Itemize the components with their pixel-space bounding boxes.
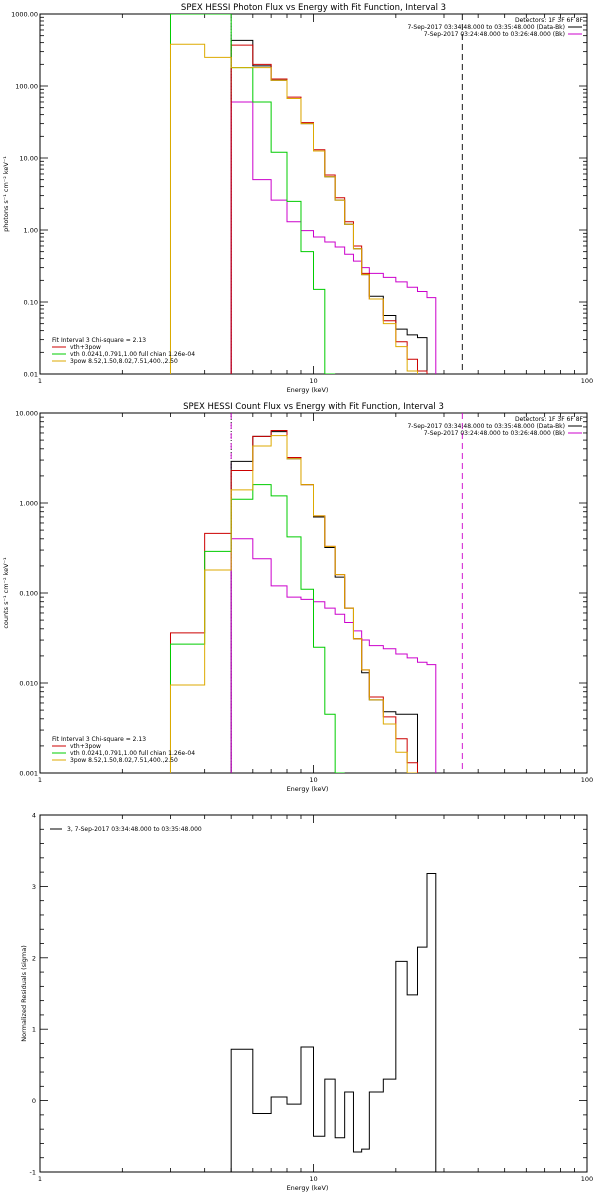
- legend-entry: vth+3pow: [70, 344, 101, 351]
- detectors-label: Detectors: 1F 3F 6F 8F: [515, 416, 584, 423]
- y-axis-label: counts s⁻¹ cm⁻² keV⁻¹: [2, 557, 10, 629]
- series-line-2: [230, 101, 437, 374]
- y-tick-label: 1: [32, 1026, 36, 1034]
- y-tick-label: 1.000: [19, 500, 38, 508]
- legend-entry: vth 0.0241,0.791,1.00 full chian 1.26e-0…: [70, 750, 195, 757]
- chart-title: SPEX HESSI Photon Flux vs Energy with Fi…: [181, 3, 446, 13]
- y-tick-label: 0.001: [19, 770, 38, 778]
- legend-entry: 3pow 8.52,1.50,8.02,7.51,400.,2.50: [70, 757, 178, 764]
- plot-area: [169, 14, 437, 374]
- y-tick-label: 0.010: [19, 680, 38, 688]
- y-tick-label: 1000.00: [11, 11, 38, 19]
- plot-area: [169, 429, 437, 773]
- y-tick-label: 0.10: [24, 299, 38, 307]
- series-line-4: [169, 14, 336, 374]
- y-tick-label: 3: [32, 883, 36, 891]
- series-line-1: [230, 39, 428, 374]
- x-axis-label: Energy (keV): [287, 1184, 329, 1192]
- y-tick-label: 10.00: [19, 155, 38, 163]
- legend-entry: 3pow 8.52,1.50,8.02,7.51,400.,2.50: [70, 358, 178, 365]
- series-line-1: [230, 873, 437, 1172]
- x-tick-label: 10: [309, 377, 317, 385]
- y-axis-label: Normalized Residuals (sigma): [20, 945, 28, 1042]
- legend-entry: vth 0.0241,0.791,1.00 full chian 1.26e-0…: [70, 351, 195, 358]
- x-tick-label: 1: [38, 776, 42, 784]
- time-range-data: 7-Sep-2017 03:34:48.000 to 03:35:48.000 …: [407, 423, 565, 430]
- series-line-4: [169, 484, 345, 773]
- plot-area: [230, 873, 437, 1172]
- series-line-5: [169, 435, 418, 773]
- y-axis-label: photons s⁻¹ cm⁻² keV⁻¹: [2, 156, 10, 232]
- x-tick-label: 1: [38, 1175, 42, 1183]
- x-tick-label: 1: [38, 377, 42, 385]
- legend-entry: vth+3pow: [70, 743, 101, 750]
- x-axis-label: Energy (keV): [287, 785, 329, 793]
- y-tick-label: 4: [32, 812, 36, 820]
- time-range-data: 7-Sep-2017 03:34:48.000 to 03:35:48.000 …: [407, 24, 565, 31]
- y-tick-label: 0.100: [19, 590, 38, 598]
- y-tick-label: 0: [32, 1097, 36, 1105]
- y-tick-label: 1.00: [24, 227, 38, 235]
- series-line-3: [169, 429, 418, 773]
- chart-title: SPEX HESSI Count Flux vs Energy with Fit…: [183, 402, 444, 412]
- y-tick-label: -1: [30, 1169, 36, 1177]
- detectors-label: Detectors: 1F 3F 6F 8F: [515, 17, 584, 24]
- x-tick-label: 100: [581, 377, 593, 385]
- x-tick-label: 10: [309, 776, 317, 784]
- x-tick-label: 100: [581, 776, 593, 784]
- legend-entry: 3, 7-Sep-2017 03:34:48.000 to 03:35:48.0…: [67, 826, 202, 833]
- chart-panel-2: 1 10 100 Energy (keV) 0.001 0.010 0.100 1.000 10…: [2, 402, 593, 793]
- chart-panel-1: 1 10 100 Energy (keV) 0.01 0.10 1.00 10.00 100.0…: [2, 3, 593, 394]
- x-tick-label: 100: [581, 1175, 593, 1183]
- x-tick-label: 10: [309, 1175, 317, 1183]
- time-range-background: 7-Sep-2017 03:24:48.000 to 03:26:48.000 …: [424, 31, 565, 38]
- y-tick-label: 2: [32, 954, 36, 962]
- chart-panel-3: 1 10 100 Energy (keV) -1 0 1 2 3 4 Normalized Resi…: [20, 812, 593, 1193]
- y-tick-label: 100.00: [15, 83, 38, 91]
- x-axis-label: Energy (keV): [287, 386, 329, 394]
- fit-info: Fit Interval 3 Chi-square = 2.13: [52, 736, 146, 743]
- plot-frame: [39, 13, 588, 375]
- time-range-background: 7-Sep-2017 03:24:48.000 to 03:26:48.000 …: [424, 430, 565, 437]
- series-line-2: [230, 538, 437, 773]
- series-line-3: [230, 44, 428, 374]
- series-line-5: [169, 43, 418, 374]
- y-tick-label: 0.01: [24, 371, 38, 379]
- fit-info: Fit Interval 3 Chi-square = 2.13: [52, 337, 146, 344]
- y-tick-label: 10.000: [15, 410, 38, 418]
